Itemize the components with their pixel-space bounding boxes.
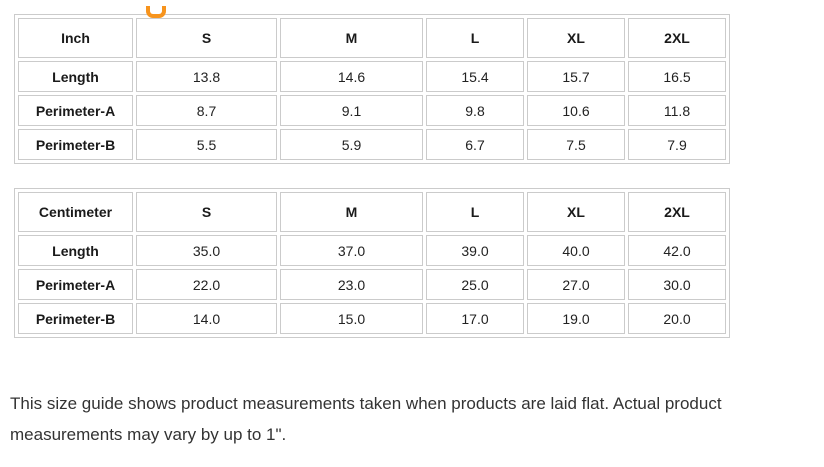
value-cell: 13.8 <box>136 61 277 92</box>
table-header-row: Centimeter S M L XL 2XL <box>18 192 726 232</box>
row-label-cell: Length <box>18 235 133 266</box>
size-column-header: S <box>136 192 277 232</box>
unit-header-cell: Centimeter <box>18 192 133 232</box>
value-cell: 40.0 <box>527 235 625 266</box>
value-cell: 19.0 <box>527 303 625 334</box>
table-row: Length 35.0 37.0 39.0 40.0 42.0 <box>18 235 726 266</box>
row-label-cell: Perimeter-B <box>18 129 133 160</box>
cropped-heading-letter-icon <box>146 6 166 18</box>
value-cell: 42.0 <box>628 235 726 266</box>
table-row: Perimeter-A 22.0 23.0 25.0 27.0 30.0 <box>18 269 726 300</box>
value-cell: 11.8 <box>628 95 726 126</box>
value-cell: 17.0 <box>426 303 524 334</box>
unit-header-cell: Inch <box>18 18 133 58</box>
value-cell: 35.0 <box>136 235 277 266</box>
row-label-cell: Perimeter-A <box>18 95 133 126</box>
table-header-row: Inch S M L XL 2XL <box>18 18 726 58</box>
size-column-header: 2XL <box>628 18 726 58</box>
size-column-header: 2XL <box>628 192 726 232</box>
value-cell: 15.0 <box>280 303 423 334</box>
table-row: Perimeter-B 14.0 15.0 17.0 19.0 20.0 <box>18 303 726 334</box>
value-cell: 9.8 <box>426 95 524 126</box>
value-cell: 15.4 <box>426 61 524 92</box>
size-column-header: XL <box>527 18 625 58</box>
value-cell: 14.6 <box>280 61 423 92</box>
value-cell: 16.5 <box>628 61 726 92</box>
size-column-header: XL <box>527 192 625 232</box>
value-cell: 39.0 <box>426 235 524 266</box>
value-cell: 25.0 <box>426 269 524 300</box>
value-cell: 27.0 <box>527 269 625 300</box>
size-column-header: M <box>280 192 423 232</box>
size-guide-note: This size guide shows product measuremen… <box>10 394 722 444</box>
size-column-header: L <box>426 18 524 58</box>
value-cell: 20.0 <box>628 303 726 334</box>
table-row: Length 13.8 14.6 15.4 15.7 16.5 <box>18 61 726 92</box>
value-cell: 5.9 <box>280 129 423 160</box>
value-cell: 9.1 <box>280 95 423 126</box>
size-column-header: S <box>136 18 277 58</box>
size-column-header: L <box>426 192 524 232</box>
value-cell: 5.5 <box>136 129 277 160</box>
value-cell: 7.9 <box>628 129 726 160</box>
value-cell: 8.7 <box>136 95 277 126</box>
row-label-cell: Perimeter-B <box>18 303 133 334</box>
value-cell: 22.0 <box>136 269 277 300</box>
size-table-inch: Inch S M L XL 2XL Length 13.8 14.6 15.4 … <box>14 14 730 164</box>
table-row: Perimeter-A 8.7 9.1 9.8 10.6 11.8 <box>18 95 726 126</box>
value-cell: 37.0 <box>280 235 423 266</box>
row-label-cell: Perimeter-A <box>18 269 133 300</box>
row-label-cell: Length <box>18 61 133 92</box>
value-cell: 6.7 <box>426 129 524 160</box>
size-column-header: M <box>280 18 423 58</box>
value-cell: 14.0 <box>136 303 277 334</box>
value-cell: 23.0 <box>280 269 423 300</box>
value-cell: 30.0 <box>628 269 726 300</box>
value-cell: 15.7 <box>527 61 625 92</box>
value-cell: 10.6 <box>527 95 625 126</box>
value-cell: 7.5 <box>527 129 625 160</box>
table-row: Perimeter-B 5.5 5.9 6.7 7.5 7.9 <box>18 129 726 160</box>
size-table-centimeter: Centimeter S M L XL 2XL Length 35.0 37.0… <box>14 188 730 338</box>
